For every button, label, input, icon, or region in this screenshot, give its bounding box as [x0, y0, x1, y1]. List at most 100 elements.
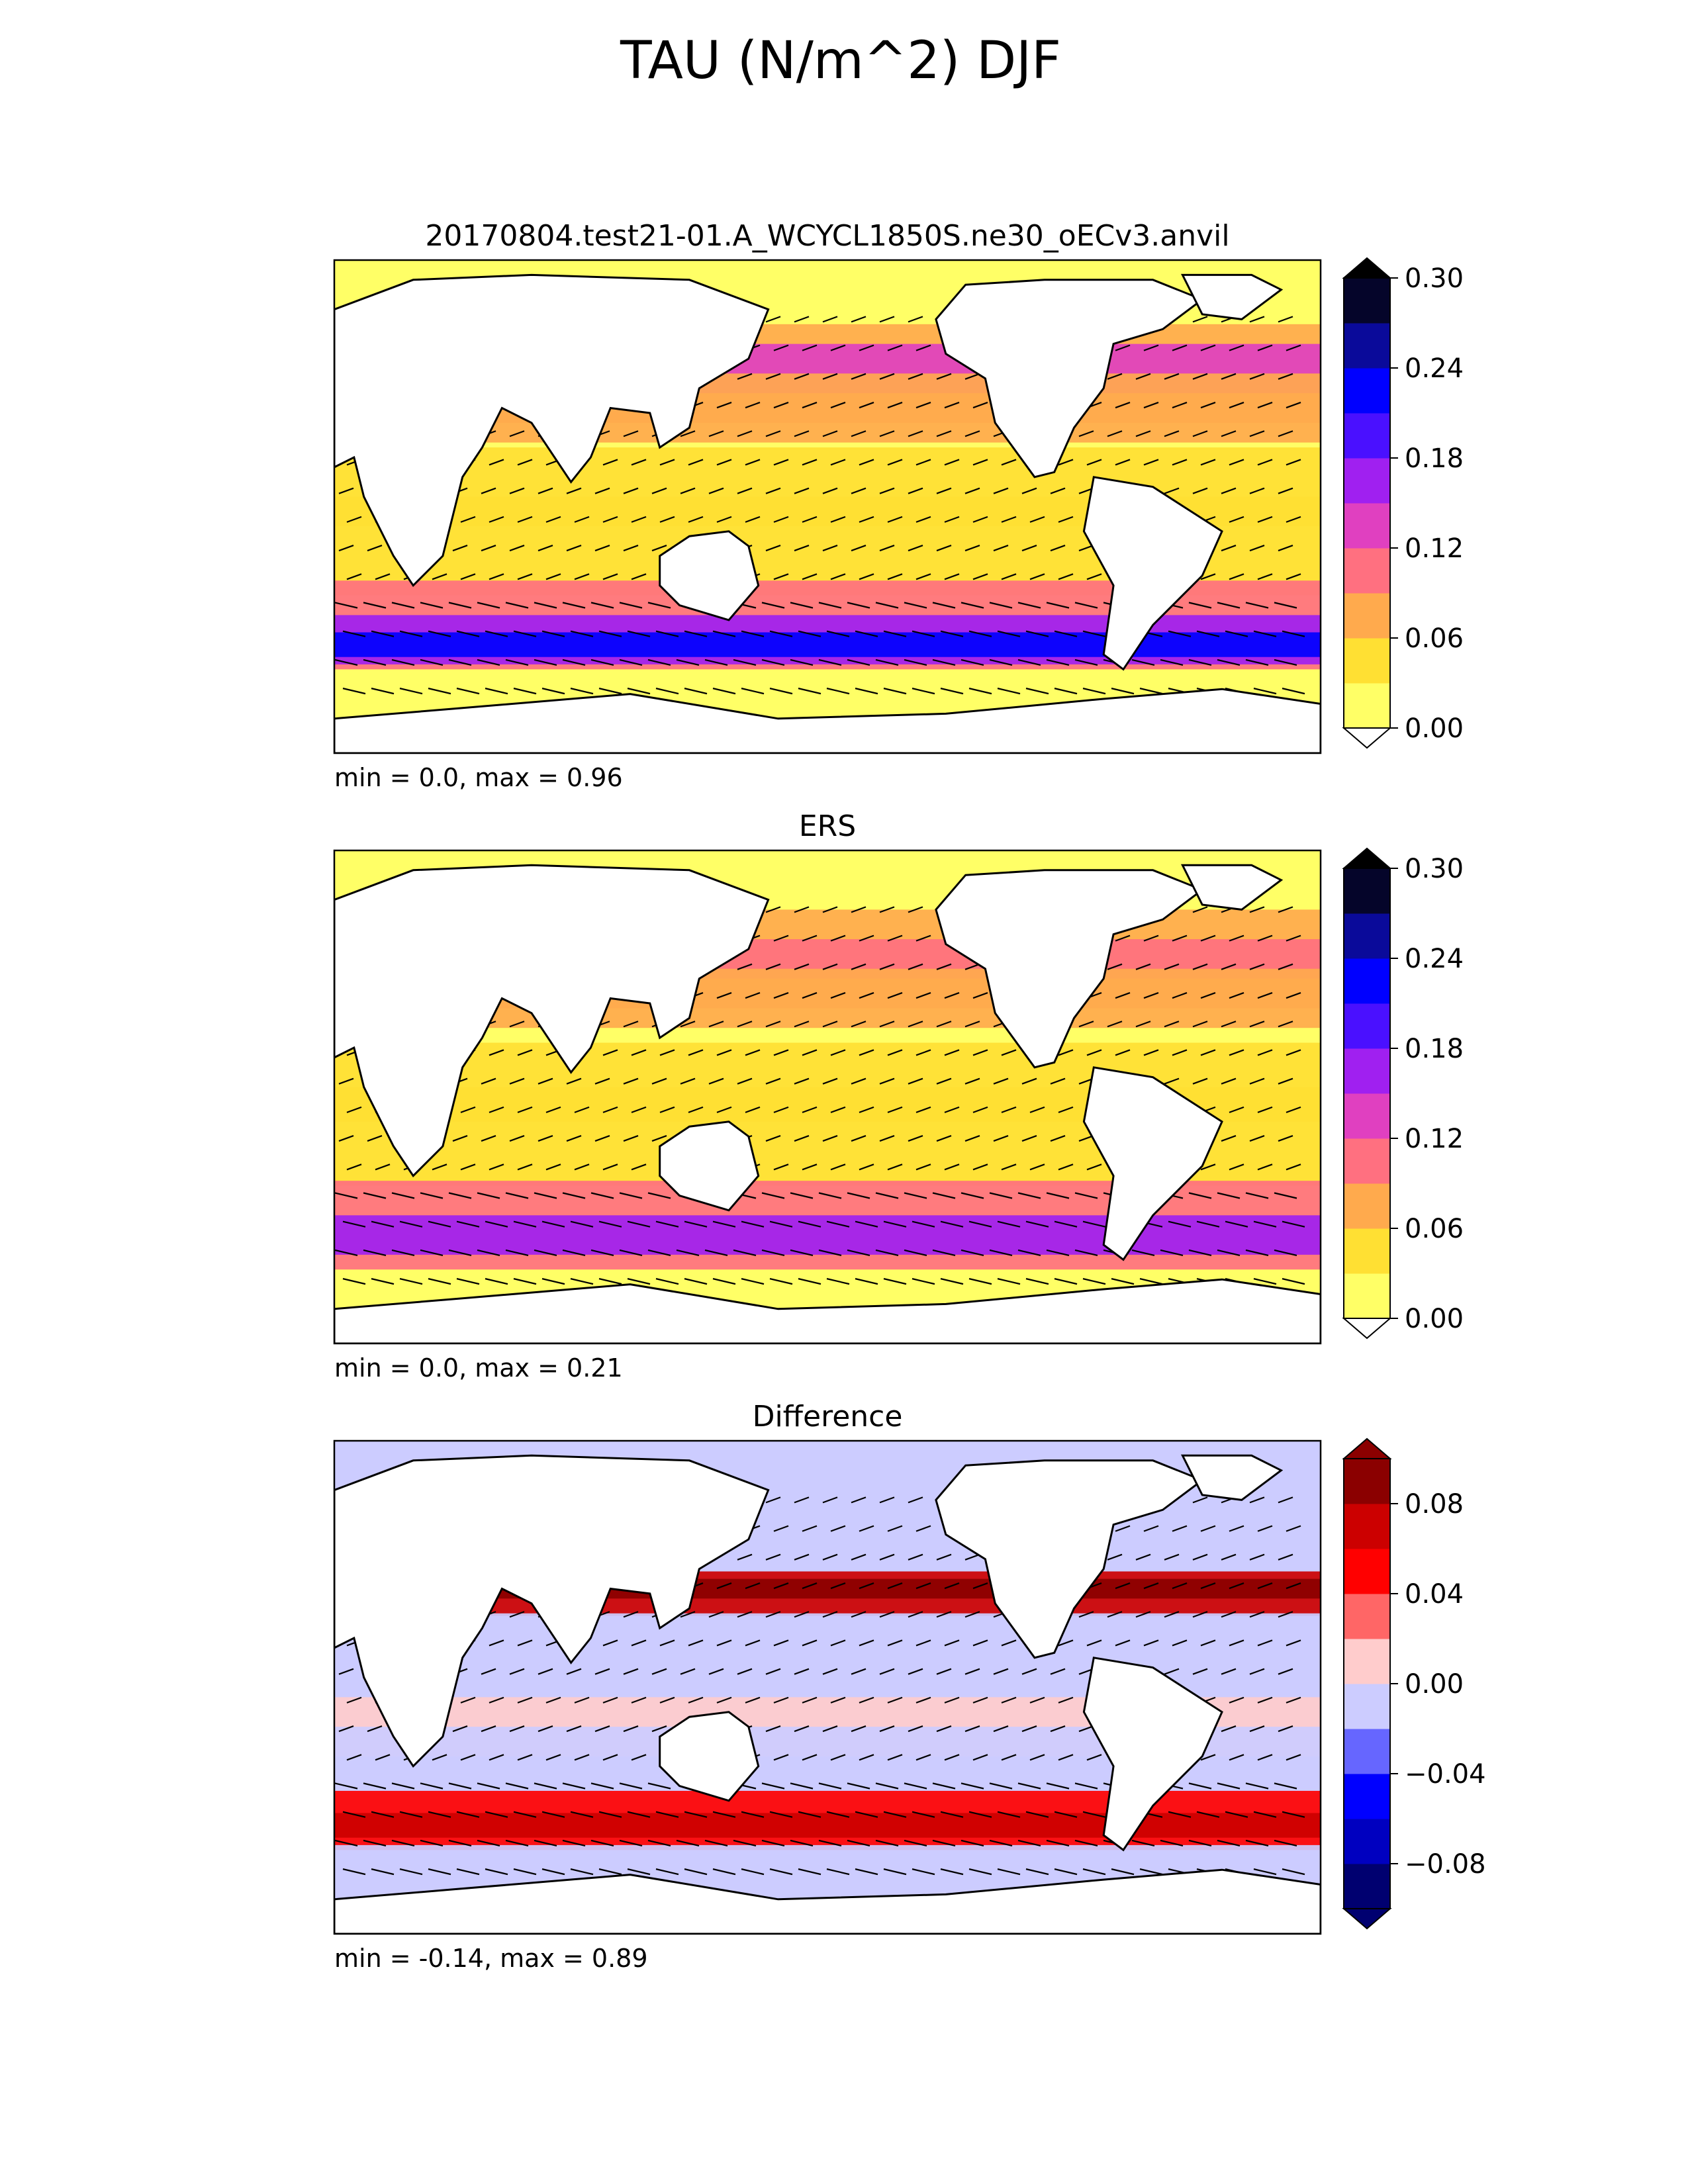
wind-arrow [509, 1725, 525, 1733]
wind-arrow [773, 516, 789, 523]
wind-arrow [830, 991, 846, 999]
wind-arrow [1135, 373, 1151, 380]
wind-arrow [859, 344, 874, 351]
colorbar-tick-label: 0.30 [1405, 854, 1464, 884]
stats-text: min = -0.14, max = 0.89 [334, 1944, 648, 1973]
wind-arrow [534, 1192, 557, 1199]
wind-arrow [912, 1868, 935, 1876]
wind-arrow [912, 1220, 935, 1228]
wind-arrow [545, 1163, 561, 1171]
wind-arrow [481, 1668, 496, 1675]
wind-arrow [887, 991, 903, 999]
wind-arrow [961, 1839, 984, 1846]
wind-arrow [765, 906, 781, 913]
colorbar-tick-label: 0.24 [1405, 353, 1464, 384]
wind-arrow [830, 1106, 846, 1113]
wind-arrow [623, 487, 639, 494]
wind-arrow [1278, 373, 1293, 380]
wind-arrow [1115, 991, 1131, 999]
wind-arrow [904, 1249, 927, 1256]
wind-arrow [961, 1782, 984, 1790]
wind-arrow [822, 316, 838, 323]
wind-arrow [851, 906, 867, 913]
wind-arrow [338, 1135, 354, 1142]
wind-arrow [338, 1668, 354, 1675]
wind-arrow [570, 1811, 594, 1818]
wind-arrow [509, 487, 525, 494]
wind-arrow [1135, 1611, 1151, 1618]
wind-arrow [904, 1782, 927, 1790]
wind-arrow [538, 545, 553, 552]
wind-arrow [346, 1754, 362, 1761]
wind-arrow [859, 1106, 874, 1113]
wind-arrow [765, 963, 781, 970]
wind-arrow [1192, 316, 1208, 323]
wind-arrow [830, 1163, 846, 1171]
wind-arrow [887, 1639, 903, 1647]
wind-arrow [448, 659, 472, 666]
wind-arrow [847, 1192, 870, 1199]
wind-arrow [371, 1811, 395, 1818]
wind-arrow [1168, 1811, 1192, 1818]
wind-arrow [802, 1754, 818, 1761]
wind-arrow [798, 1278, 821, 1285]
wind-arrow [1286, 1049, 1301, 1056]
wind-arrow [1143, 344, 1159, 351]
wind-arrow [773, 459, 789, 466]
wind-arrow [993, 487, 1009, 494]
wind-arrow [1257, 573, 1273, 580]
wind-arrow [346, 1106, 362, 1113]
colorbar-segment [1344, 1639, 1390, 1684]
wind-arrow [371, 1278, 395, 1285]
wind-arrow [570, 688, 594, 695]
wind-arrow [847, 1782, 870, 1790]
wind-arrow [716, 1106, 732, 1113]
wind-arrow [1074, 1192, 1098, 1199]
wind-arrow [765, 1496, 781, 1504]
wind-arrow [684, 1811, 708, 1818]
wind-arrow [822, 373, 838, 380]
wind-arrow [1115, 1582, 1131, 1590]
colorbar-segment [1344, 593, 1390, 639]
wind-arrow [562, 1192, 586, 1199]
wind-arrow [334, 659, 358, 666]
wind-arrow [432, 573, 447, 580]
wind-arrow [428, 688, 451, 695]
wind-arrow [1082, 1811, 1106, 1818]
wind-arrow [680, 1611, 696, 1618]
wind-arrow [1143, 1639, 1159, 1647]
wind-arrow [1221, 1077, 1237, 1085]
colorbar-tick-label: 0.00 [1405, 1669, 1464, 1700]
wind-arrow [1172, 934, 1188, 942]
wind-arrow [908, 545, 923, 552]
wind-arrow [1086, 1049, 1102, 1056]
wind-arrow [989, 1249, 1013, 1256]
wind-arrow [944, 1754, 960, 1761]
wind-arrow [647, 1839, 671, 1846]
wind-arrow [1074, 659, 1098, 666]
wind-arrow [887, 459, 903, 466]
wind-arrow [745, 991, 761, 999]
wind-arrow [570, 630, 594, 637]
wind-arrow [761, 659, 785, 666]
wind-arrow [1278, 963, 1293, 970]
wind-arrow [968, 1278, 992, 1285]
wind-arrow [716, 516, 732, 523]
wind-arrow [802, 1049, 818, 1056]
wind-arrow [1229, 1754, 1244, 1761]
wind-arrow [708, 1611, 724, 1618]
wind-arrow [932, 602, 956, 609]
wind-arrow [704, 1249, 728, 1256]
wind-arrow [802, 934, 818, 942]
wind-arrow [460, 1106, 476, 1113]
wind-arrow [802, 1696, 818, 1704]
wind-arrow [420, 1839, 444, 1846]
wind-arrow [659, 1639, 675, 1647]
wind-arrow [997, 688, 1021, 695]
wind-arrow [513, 1220, 537, 1228]
wind-arrow [1249, 1021, 1265, 1028]
wind-arrow [847, 659, 870, 666]
wind-arrow [602, 1696, 618, 1704]
wind-arrow [1050, 1077, 1066, 1085]
wind-arrow [1192, 1553, 1208, 1561]
